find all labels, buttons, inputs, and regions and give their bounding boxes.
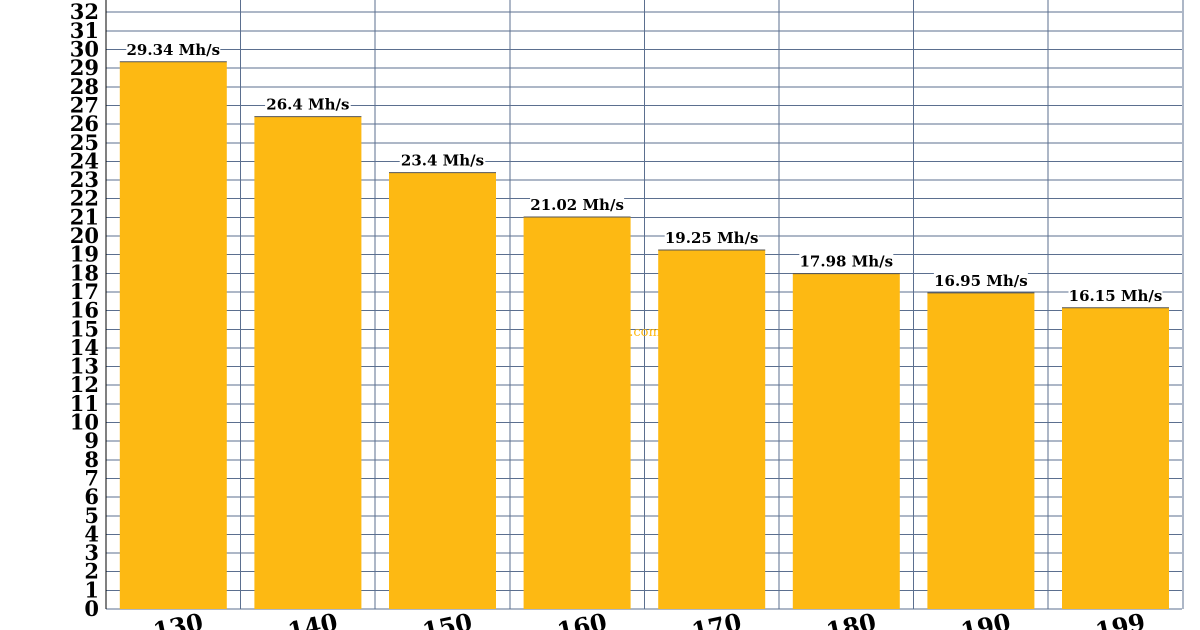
y-tick-label: 17 (70, 279, 99, 304)
y-tick-label: 7 (84, 465, 99, 490)
y-tick-label: 1 (84, 577, 99, 602)
data-label-bg (126, 40, 221, 59)
data-label-bg (933, 271, 1028, 290)
bars (119, 61, 1169, 610)
y-tick-label: 20 (70, 223, 99, 248)
bar-140 (254, 116, 362, 609)
y-tick-label: 16 (70, 298, 99, 323)
bar-160 (523, 216, 631, 610)
y-tick-label: 12 (70, 372, 99, 397)
y-tick-label: 21 (70, 204, 99, 229)
y-tick-label: 14 (70, 335, 99, 360)
x-tick-label: 140 (285, 607, 340, 630)
bar-199 (1062, 307, 1169, 609)
x-tick-label: 199 (1093, 607, 1148, 630)
x-tick-label: 160 (554, 607, 609, 630)
y-tick-label: 26 (70, 111, 99, 136)
data-label: 23.4 Mh/s (401, 152, 484, 170)
data-label: 16.95 Mh/s (934, 272, 1028, 290)
y-tick-label: 4 (84, 521, 99, 546)
y-tick-label: 29 (70, 55, 99, 80)
y-tick-label: 22 (70, 186, 99, 211)
y-tick-label: 5 (84, 503, 99, 528)
y-tick-label: 11 (70, 391, 99, 416)
y-tick-label: 18 (70, 260, 99, 285)
y-tick-label: 8 (84, 447, 99, 472)
watermark-text: .com (629, 325, 661, 340)
bar-170 (658, 249, 766, 610)
data-label-bg (799, 252, 894, 271)
y-tick-label: 15 (70, 316, 99, 341)
data-labels: 29.34 Mh/s 26.4 Mh/s 23.4 Mh/s 21.02 Mh/s 19… (126, 40, 1163, 305)
x-tick-label: 190 (958, 607, 1013, 630)
y-tick-label: 10 (70, 410, 99, 435)
data-label-bg (265, 95, 351, 114)
bar-150 (389, 172, 496, 609)
y-tick-label: 6 (84, 484, 99, 509)
y-tick-label: 25 (70, 130, 99, 155)
y-tick-label: 19 (70, 242, 99, 267)
data-label: 29.34 Mh/s (126, 41, 220, 59)
y-tick-label: 30 (70, 37, 99, 62)
y-tick-label: 0 (84, 596, 99, 621)
y-tick-label: 24 (70, 148, 99, 173)
bar-190 (927, 292, 1035, 609)
y-tick-label: 31 (70, 18, 99, 43)
data-label: 21.02 Mh/s (530, 196, 624, 214)
y-tick-label: 28 (70, 74, 99, 99)
data-label-bg (530, 195, 625, 214)
bar-130 (119, 61, 227, 609)
data-label: 26.4 Mh/s (266, 96, 349, 114)
x-tick-label: 150 (420, 607, 475, 630)
data-label-bg (1068, 286, 1163, 305)
y-axis-ticks: 0123456789101112131415161718192021222324… (70, 0, 99, 621)
y-tick-label: 3 (84, 540, 99, 565)
x-tick-label: 170 (689, 607, 744, 630)
x-tick-label: 180 (824, 607, 879, 630)
x-tick-label: 130 (151, 607, 206, 630)
data-label-bg (399, 151, 486, 170)
y-tick-label: 23 (70, 167, 99, 192)
bar-180 (792, 273, 900, 609)
data-label: 16.15 Mh/s (1069, 287, 1163, 305)
data-label: 19.25 Mh/s (665, 229, 759, 247)
data-label: 17.98 Mh/s (799, 253, 893, 271)
y-tick-label: 32 (70, 0, 99, 24)
y-tick-label: 27 (70, 92, 99, 117)
y-tick-label: 2 (84, 559, 99, 584)
data-label-bg (664, 228, 759, 247)
x-axis-ticks: 130 140 150 160 170 180 190 199 (151, 607, 1148, 630)
y-tick-label: 13 (70, 354, 99, 379)
y-tick-label: 9 (84, 428, 99, 453)
